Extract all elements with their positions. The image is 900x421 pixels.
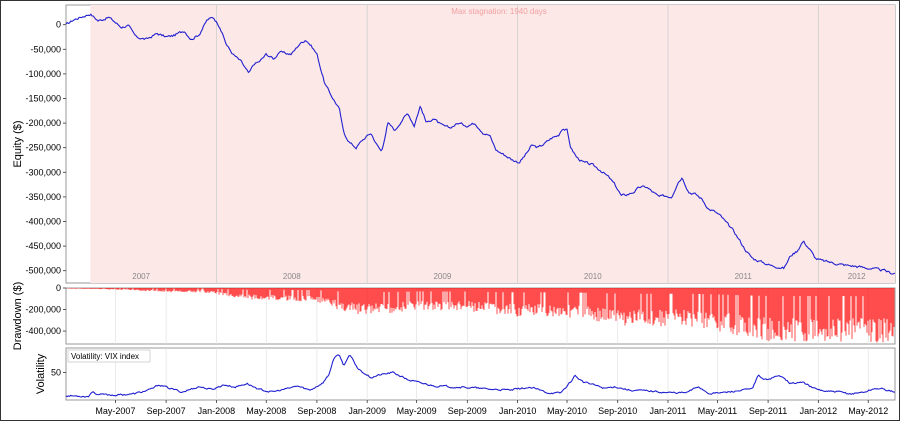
equity-y-axis-label: Equity ($) <box>12 120 24 167</box>
stagnation-annotation: Max stagnation: 1940 days <box>451 7 547 16</box>
drawdown-y-axis-label: Drawdown ($) <box>12 282 24 350</box>
x-tick-label: Sep-2010 <box>598 406 637 416</box>
x-tick-label: Sep-2011 <box>749 406 787 416</box>
x-tick-label: Jan-2011 <box>650 406 687 416</box>
x-tick-label: May-2012 <box>848 406 888 416</box>
x-tick-label: May-2010 <box>547 406 587 416</box>
x-tick-label: May-2008 <box>246 406 286 416</box>
year-label: 2007 <box>132 272 150 281</box>
y-tick-label: 0 <box>56 20 61 30</box>
y-tick-label: -400,000 <box>25 216 61 226</box>
x-tick-label: May-2007 <box>95 406 135 416</box>
stagnation-shade <box>90 5 896 283</box>
year-label: 2008 <box>283 272 301 281</box>
y-tick-label: -200,000 <box>25 305 61 315</box>
x-tick-label: Jan-2008 <box>198 406 236 416</box>
year-label: 2009 <box>433 272 451 281</box>
x-tick-label: May-2011 <box>698 406 737 416</box>
year-label: 2010 <box>584 272 602 281</box>
y-tick-label: 50 <box>51 367 61 377</box>
year-label: 2011 <box>735 272 753 281</box>
y-tick-label: 0 <box>56 283 61 293</box>
y-tick-label: -50,000 <box>30 44 61 54</box>
drawdown-bars <box>66 288 895 343</box>
equity-year-labels: 2007 2008 2009 2010 2011 2012 <box>132 272 866 281</box>
y-tick-label: -500,000 <box>25 266 61 276</box>
y-tick-label: -150,000 <box>25 93 61 103</box>
volatility-series-line <box>65 354 896 398</box>
x-axis: May-2007 Sep-2007 Jan-2008 May-2008 Sep-2008… <box>95 400 888 416</box>
x-tick-label: Jan-2009 <box>348 406 386 416</box>
x-tick-label: Sep-2007 <box>147 406 186 416</box>
x-tick-label: Jan-2012 <box>800 406 838 416</box>
volatility-y-axis: 50 <box>51 367 66 377</box>
equity-panel: 0 -50,000 -100,000 -150,000 -200,000 -250,000… <box>12 4 896 284</box>
equity-series-line <box>65 13 896 275</box>
x-tick-label: Jan-2010 <box>499 406 537 416</box>
volatility-legend: Volatility: VIX index <box>71 352 139 361</box>
y-tick-label: -250,000 <box>25 143 61 153</box>
equity-y-axis: 0 -50,000 -100,000 -150,000 -200,000 -250,000… <box>25 20 66 276</box>
y-tick-label: -450,000 <box>25 241 61 251</box>
drawdown-y-axis: 0 -200,000 -400,000 <box>25 283 66 336</box>
year-label: 2012 <box>848 272 866 281</box>
drawdown-panel: 0 -200,000 -400,000 Drawdown ($) <box>12 282 896 350</box>
y-tick-label: -100,000 <box>25 69 61 79</box>
volatility-legend-box <box>67 349 151 363</box>
y-tick-label: -200,000 <box>25 118 61 128</box>
volatility-plot-area <box>65 347 896 401</box>
volatility-panel: 50 Volatility: VIX index Volatility <box>35 347 896 401</box>
y-tick-label: -400,000 <box>25 326 61 336</box>
y-tick-label: -300,000 <box>25 167 61 177</box>
y-tick-label: -350,000 <box>25 192 61 202</box>
equity-year-gridlines <box>215 5 819 283</box>
x-tick-label: May-2009 <box>397 406 437 416</box>
volatility-y-axis-label: Volatility <box>35 353 47 394</box>
x-tick-label: Sep-2009 <box>448 406 487 416</box>
x-tick-label: Sep-2008 <box>297 406 336 416</box>
